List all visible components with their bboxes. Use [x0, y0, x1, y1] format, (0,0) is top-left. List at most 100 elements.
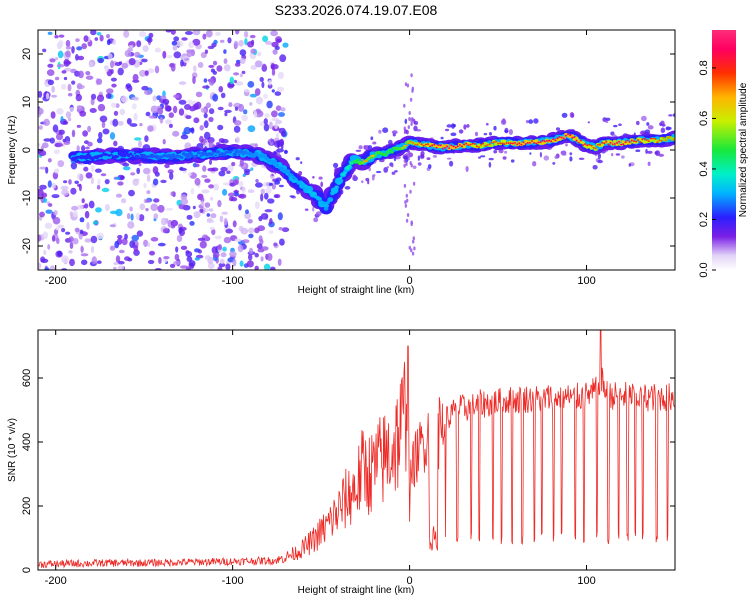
noise-blob [178, 204, 187, 210]
noise-blob [82, 130, 88, 137]
noise-blob [126, 212, 131, 220]
noise-blob [229, 251, 237, 257]
noise-blob [84, 203, 89, 209]
noise-blob [122, 166, 131, 171]
noise-blob [208, 208, 214, 212]
noise-blob [263, 263, 271, 270]
noise-blob [209, 226, 215, 231]
ridge-cell [535, 142, 538, 145]
noise-blob [265, 186, 272, 194]
noise-blob [605, 120, 609, 123]
ridge-cell [612, 139, 617, 143]
ridge-cell [463, 143, 466, 146]
noise-blob [276, 132, 280, 139]
noise-blob [120, 95, 129, 103]
noise-blob [587, 121, 590, 124]
noise-blob [244, 212, 252, 220]
noise-blob [417, 162, 422, 166]
noise-blob [205, 255, 211, 261]
ridge-cell [356, 158, 360, 161]
noise-blob [136, 40, 142, 48]
ridge-cell [456, 145, 459, 148]
noise-blob [56, 63, 65, 68]
noise-blob [169, 172, 174, 180]
noise-blob [83, 166, 89, 172]
ridge-cell [322, 202, 326, 205]
noise-blob [130, 172, 136, 176]
ridge-cell [586, 144, 589, 147]
noise-blob [90, 98, 95, 106]
noise-blob [270, 266, 276, 270]
noise-blob [156, 95, 162, 101]
noise-blob [228, 192, 236, 198]
noise-blob [153, 213, 159, 220]
noise-blob [136, 167, 141, 175]
noise-blob [95, 168, 102, 173]
noise-blob [254, 252, 259, 258]
noise-blob [528, 119, 534, 124]
ridge-cell [484, 145, 487, 147]
noise-blob [248, 253, 253, 261]
noise-blob [81, 43, 87, 50]
ridge-cell [592, 146, 595, 149]
noise-blob [190, 127, 195, 134]
noise-blob [81, 259, 88, 266]
ridge-cell [465, 142, 468, 145]
ridge-cell [290, 173, 294, 177]
noise-blob [143, 167, 151, 175]
ridge-cell [363, 159, 366, 162]
noise-blob [406, 213, 410, 217]
noise-blob [554, 155, 558, 159]
noise-blob [106, 39, 111, 46]
noise-blob [261, 81, 265, 89]
noise-blob [211, 246, 218, 254]
noise-blob [205, 102, 211, 109]
ridge-cell [328, 198, 333, 202]
noise-blob [412, 181, 416, 186]
ridge-cell [570, 134, 575, 138]
noise-blob [628, 163, 631, 167]
noise-blob [110, 60, 114, 69]
ridge-cell [146, 155, 150, 159]
noise-blob [427, 164, 432, 169]
noise-blob [192, 38, 201, 46]
noise-blob [112, 118, 119, 127]
ridge-cell [539, 141, 542, 144]
noise-blob [234, 120, 242, 126]
noise-blob [449, 160, 454, 167]
noise-blob [665, 126, 672, 131]
ridge-cell [503, 143, 506, 146]
noise-blob [219, 39, 225, 43]
noise-blob [268, 182, 273, 186]
noise-blob [274, 91, 282, 96]
noise-blob [57, 160, 65, 168]
ridge-cell [649, 137, 653, 140]
noise-blob [159, 117, 164, 124]
noise-blob [124, 49, 132, 58]
ridge-cell [390, 150, 394, 154]
noise-blob [597, 153, 602, 160]
noise-blob [104, 179, 110, 185]
noise-blob [259, 77, 264, 82]
noise-blob [241, 186, 246, 194]
noise-blob [561, 153, 567, 156]
noise-blob [92, 220, 99, 225]
noise-blob [271, 41, 279, 48]
noise-blob [224, 112, 228, 117]
ridge-cell [577, 141, 580, 144]
ridge-cell [422, 144, 425, 147]
noise-blob [333, 162, 339, 169]
ridge-cell [300, 182, 305, 186]
noise-blob [555, 127, 561, 131]
noise-blob [200, 52, 207, 59]
noise-blob [184, 104, 191, 110]
noise-blob [415, 129, 422, 132]
ridge-cell [323, 203, 329, 209]
ridge-cell [131, 154, 135, 157]
noise-blob [110, 77, 117, 82]
noise-blob [53, 210, 58, 216]
ridge-cell [630, 139, 633, 142]
noise-blob [391, 163, 394, 168]
ridge-cell [571, 136, 574, 139]
noise-blob [78, 70, 84, 79]
